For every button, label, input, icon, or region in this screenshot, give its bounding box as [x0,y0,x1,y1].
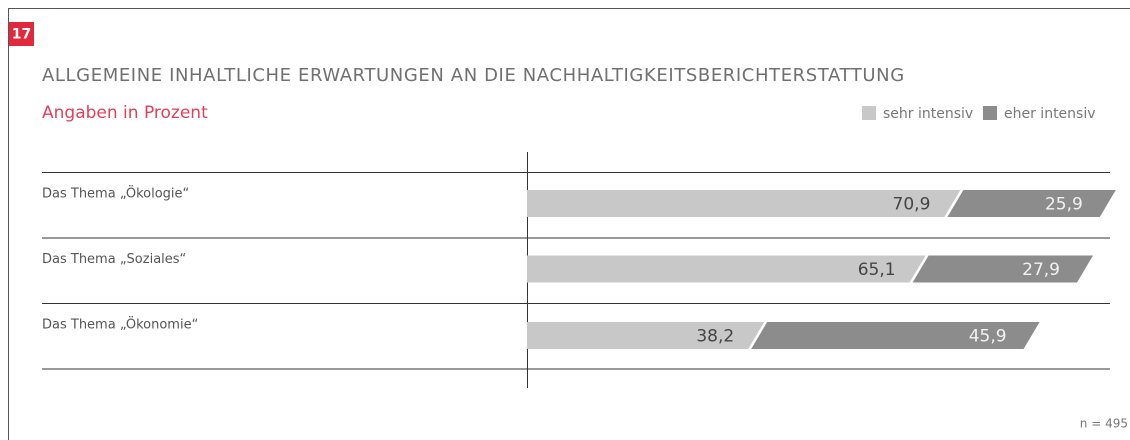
badge [9,22,34,46]
bar-segment [947,190,1116,217]
category-label: Das Thema „Soziales“ [42,252,186,267]
legend-swatch [862,106,876,120]
value-label: 45,9 [969,327,1007,347]
bar-segment [751,322,1040,349]
bar-segment [527,255,926,283]
chart-subtitle: Angaben in Prozent [42,103,208,123]
chart-title: ALLGEMEINE INHALTLICHE ERWARTUNGEN AN DI… [42,65,905,86]
bar-segment [527,190,961,217]
value-label: 27,9 [1022,260,1060,280]
legend-swatch [983,106,997,120]
bar-segment [912,255,1093,283]
category-label: Das Thema „Ökologie“ [42,185,189,202]
value-label: 25,9 [1045,195,1083,215]
bar-segment [527,322,765,349]
category-label: Das Thema „Ökonomie“ [42,316,198,333]
value-label: 65,1 [858,260,896,280]
legend-label: sehr intensiv [883,106,973,122]
legend-label: eher intensiv [1004,106,1096,122]
sample-note: n = 495 [1080,417,1128,431]
value-label: 38,2 [696,327,734,347]
value-label: 70,9 [893,195,931,215]
badge-number: 17 [12,27,31,43]
